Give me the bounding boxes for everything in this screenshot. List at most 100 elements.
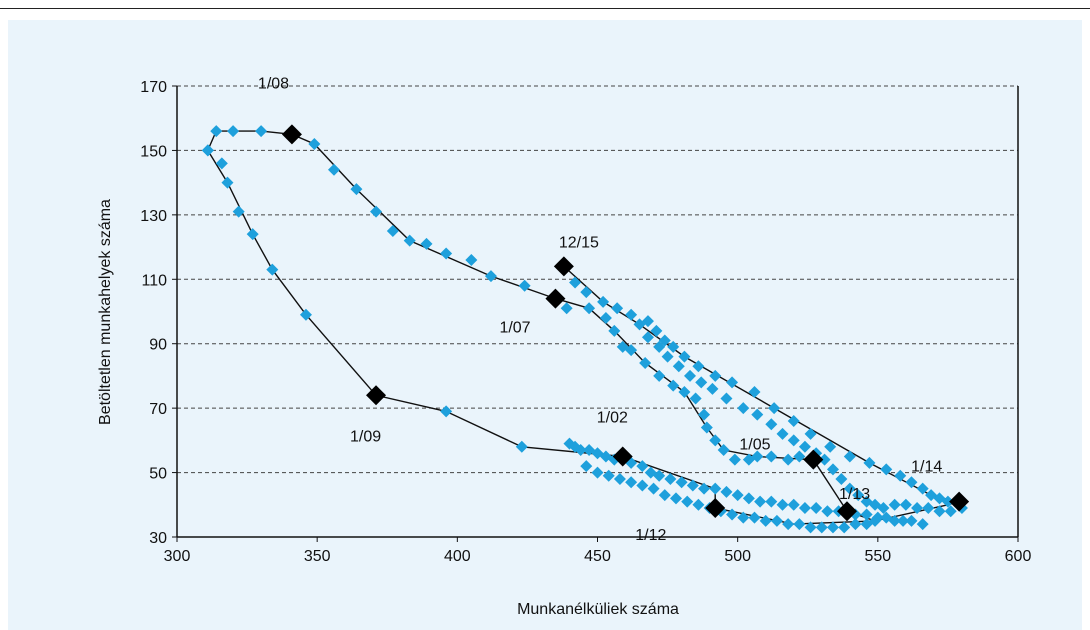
data-point (599, 311, 612, 324)
highlight-points (281, 124, 970, 522)
data-point (650, 324, 663, 337)
data-point (653, 369, 666, 382)
data-point (625, 344, 638, 357)
data-point (484, 270, 497, 283)
annotation-labels: 1/08 12/15 1/07 1/09 1/02 1/05 1/13 1/12 1/14 (258, 75, 942, 544)
data-point (869, 514, 882, 527)
chart-panel (8, 20, 1082, 630)
data-point (737, 402, 750, 415)
data-point (798, 502, 811, 515)
data-point (689, 392, 702, 405)
data-point (602, 469, 615, 482)
data-point (518, 279, 531, 292)
data-point (672, 360, 685, 373)
data-point (720, 392, 733, 405)
data-point (731, 489, 744, 502)
data-point (299, 308, 312, 321)
data-point (916, 482, 929, 495)
y-tick-label: 50 (149, 466, 167, 483)
data-point (835, 473, 848, 486)
data-point (678, 386, 691, 399)
data-point (580, 460, 593, 473)
data-point (838, 521, 851, 534)
data-point (227, 125, 240, 138)
data-point (880, 463, 893, 476)
highlight-point (836, 501, 857, 522)
data-point (686, 479, 699, 492)
data-point (692, 498, 705, 511)
data-point (370, 205, 383, 218)
data-point (726, 508, 739, 521)
data-point (804, 521, 817, 534)
data-point (684, 369, 697, 382)
data-point (843, 482, 856, 495)
data-point (420, 237, 433, 250)
y-tick-label: 170 (140, 79, 167, 96)
data-point (695, 376, 708, 389)
data-point (815, 521, 828, 534)
data-point (860, 508, 873, 521)
data-point (569, 276, 582, 289)
data-point (667, 340, 680, 353)
x-tick-label: 450 (584, 548, 611, 565)
data-point (201, 144, 214, 157)
data-point (787, 434, 800, 447)
data-point (232, 205, 245, 218)
data-point (787, 498, 800, 511)
data-point (765, 495, 778, 508)
data-point (574, 444, 587, 457)
data-point (608, 324, 621, 337)
data-point (717, 444, 730, 457)
data-point (941, 495, 954, 508)
annotation-label: 1/14 (911, 459, 942, 476)
annotation-label: 1/07 (499, 320, 530, 337)
data-point (916, 518, 929, 531)
data-point (852, 489, 865, 502)
data-point (350, 183, 363, 196)
data-point (560, 302, 573, 315)
data-point (793, 450, 806, 463)
data-point (709, 434, 722, 447)
data-point (440, 247, 453, 260)
data-point (737, 511, 750, 524)
data-point (636, 479, 649, 492)
data-point (583, 302, 596, 315)
data-point (327, 163, 340, 176)
data-point (647, 482, 660, 495)
data-point (754, 495, 767, 508)
data-point (765, 450, 778, 463)
data-point (911, 502, 924, 515)
data-point (787, 415, 800, 428)
highlight-point (366, 385, 387, 406)
data-point (255, 125, 268, 138)
data-point (580, 286, 593, 299)
data-point (669, 492, 682, 505)
data-point (597, 295, 610, 308)
data-point (821, 505, 834, 518)
data-point (768, 402, 781, 415)
data-point (591, 466, 604, 479)
data-point (386, 224, 399, 237)
highlight-point (612, 446, 633, 467)
annotation-label: 1/08 (258, 75, 289, 92)
data-point (678, 350, 691, 363)
y-tick-label: 90 (149, 337, 167, 354)
top-rule (0, 8, 1090, 9)
data-point (639, 357, 652, 370)
data-point (824, 440, 837, 453)
data-point (308, 137, 321, 150)
data-point (798, 440, 811, 453)
x-tick-label: 500 (724, 548, 751, 565)
data-point (698, 482, 711, 495)
data-point (818, 453, 831, 466)
data-point (653, 469, 666, 482)
data-point (728, 453, 741, 466)
data-point (826, 463, 839, 476)
data-point (863, 456, 876, 469)
highlight-point (553, 256, 574, 277)
data-point (266, 263, 279, 276)
highlight-point (803, 449, 824, 470)
data-point (698, 408, 711, 421)
data-point (782, 518, 795, 531)
